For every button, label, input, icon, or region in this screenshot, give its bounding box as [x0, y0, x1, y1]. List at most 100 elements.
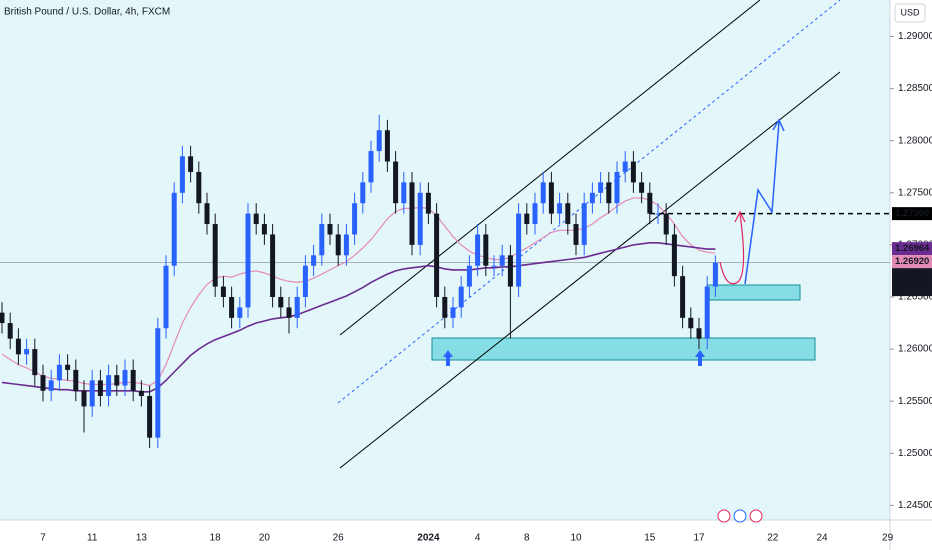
candle-body — [696, 328, 702, 339]
candle-body — [614, 171, 620, 204]
candle-body — [688, 317, 694, 329]
candle-body — [352, 203, 358, 235]
x-tick-label: 20 — [259, 533, 271, 544]
channel-line — [339, 71, 841, 469]
y-tick-label: 1.28500 — [898, 83, 932, 94]
candle-body — [368, 151, 374, 183]
candle-body — [122, 369, 128, 386]
price-label: 1.27300 — [895, 208, 929, 219]
y-tick-label: 1.28000 — [898, 135, 932, 146]
price-label-box — [892, 242, 932, 256]
candle-body — [507, 255, 513, 287]
support-zone — [706, 284, 801, 301]
icon — [717, 509, 731, 523]
currency: USD — [900, 7, 920, 17]
candle-body — [302, 265, 308, 297]
y-tick-label: 1.25500 — [898, 396, 932, 407]
candle-body — [499, 255, 505, 266]
price-label: 1.26831 — [895, 269, 930, 280]
support-zone — [431, 337, 816, 361]
candle-body — [524, 213, 530, 225]
candle-body — [294, 296, 300, 318]
candle-body — [360, 182, 366, 204]
candle-body — [393, 161, 399, 204]
arrow-up — [443, 350, 453, 366]
candle-body — [7, 323, 13, 339]
candle-body — [220, 286, 226, 297]
x-tick-label: 4 — [475, 533, 481, 544]
candle-body — [622, 161, 628, 172]
x-tick-label: 15 — [644, 533, 656, 544]
candle-body — [384, 130, 390, 162]
candle-body — [466, 265, 472, 287]
candle-body — [24, 349, 30, 355]
candle-body — [147, 395, 153, 438]
candle-body — [647, 192, 653, 214]
candle-body — [639, 182, 645, 193]
currency-button[interactable] — [894, 3, 926, 23]
candle-body — [434, 213, 440, 297]
candle-body — [532, 203, 538, 225]
price-label-box — [892, 207, 932, 221]
icon — [733, 509, 747, 523]
x-tick-label: 17 — [693, 533, 705, 544]
candle-body — [319, 224, 325, 256]
projection-path — [744, 121, 780, 285]
candle-body — [89, 380, 95, 407]
candle-body — [630, 161, 636, 183]
x-tick-label: 22 — [767, 533, 779, 544]
x-tick-label: 7 — [40, 533, 46, 544]
candle-body — [565, 203, 571, 225]
countdown: 02:47:51 — [896, 283, 931, 293]
moving-average — [1, 197, 716, 387]
candle-body — [278, 296, 284, 308]
logo-icons — [717, 509, 763, 523]
candle-body — [311, 255, 317, 266]
candle-body — [65, 364, 71, 370]
candle-body — [270, 234, 276, 297]
y-tick-label: 1.29000 — [898, 31, 932, 42]
candle-body — [557, 203, 563, 214]
candle-body — [712, 262, 718, 287]
candle-body — [401, 182, 407, 204]
candle-body — [204, 203, 210, 225]
candle-body — [589, 192, 595, 204]
candle-body — [97, 380, 103, 396]
x-tick-label: 11 — [87, 533, 98, 544]
candle-body — [261, 224, 267, 235]
candle-body — [680, 276, 686, 318]
x-tick-label: 26 — [333, 533, 345, 544]
candle-body — [188, 156, 194, 172]
channel-midline — [337, 0, 841, 404]
candle-body — [335, 234, 341, 256]
arrow-up — [695, 350, 705, 366]
candle-body — [442, 296, 448, 318]
candle-body — [491, 265, 497, 267]
candle-body — [581, 203, 587, 245]
y-tick-label: 1.25000 — [898, 448, 932, 459]
candle-body — [196, 171, 202, 204]
candle-body — [573, 224, 579, 245]
candle-body — [130, 369, 136, 391]
icon — [749, 509, 763, 523]
moving-average — [1, 242, 716, 393]
price-label: 1.26920 — [895, 256, 929, 267]
candle-body — [73, 369, 79, 391]
candle-body — [663, 213, 669, 235]
candle-body — [237, 307, 243, 318]
candle-body — [548, 182, 554, 214]
x-tick-label: 29 — [882, 533, 894, 544]
candle-body — [32, 349, 38, 376]
candle-body — [15, 338, 21, 355]
projection-arrow — [734, 210, 746, 223]
candle-body — [598, 182, 604, 193]
candle-body — [163, 265, 169, 329]
candle-body — [343, 234, 349, 256]
candle-body — [48, 380, 54, 391]
candle-body — [376, 130, 382, 152]
candle-body — [212, 224, 218, 287]
y-tick-label: 1.27500 — [898, 187, 932, 198]
candle-body — [483, 234, 489, 266]
projection-path — [719, 213, 745, 285]
